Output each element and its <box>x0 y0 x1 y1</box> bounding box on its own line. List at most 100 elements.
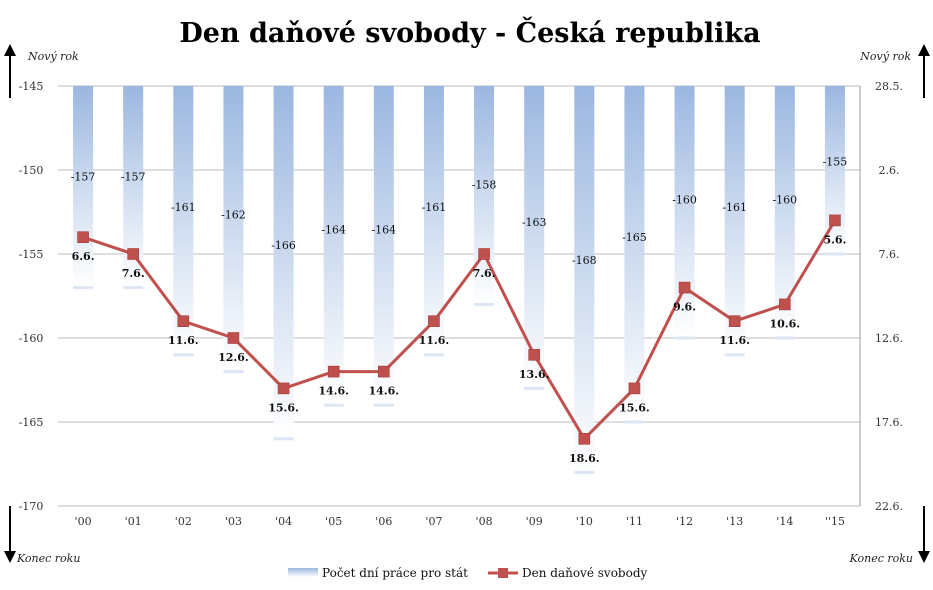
y2-tick-label: 2.6. <box>879 164 900 177</box>
bar-value-label: -157 <box>121 171 146 184</box>
line-point-label: 11.6. <box>719 334 750 347</box>
bar-reflection <box>824 252 845 256</box>
line-point <box>428 315 440 328</box>
y-tick-label: -165 <box>19 416 44 429</box>
legend-line-marker <box>498 568 508 578</box>
bar <box>323 86 344 406</box>
x-tick-label: '13 <box>726 515 743 528</box>
bar-value-label: -157 <box>71 171 96 184</box>
line-point-label: 9.6. <box>673 301 696 314</box>
x-tick-label: ''15 <box>825 515 845 528</box>
x-tick-label: '02 <box>175 515 192 528</box>
bars: -157 -157 -161 -162 -166 -164 -164 -161 -158 -163… <box>71 86 848 474</box>
line-point-label: 15.6. <box>619 401 650 414</box>
bottom-right-annotation: Konec roku <box>849 552 913 565</box>
bar-reflection <box>624 420 645 424</box>
y2-tick-label: 17.6. <box>875 416 903 429</box>
bar-value-label: -164 <box>321 224 346 237</box>
bar-reflection <box>524 386 545 390</box>
x-tick-label: '01 <box>125 515 142 528</box>
line-point-label: 18.6. <box>569 452 600 465</box>
bar <box>824 86 845 254</box>
x-tick-label: '11 <box>626 515 643 528</box>
x-tick-label: '14 <box>776 515 793 528</box>
bottom-left-annotation: Konec roku <box>16 552 80 565</box>
line-point-label: 12.6. <box>218 351 249 364</box>
up-arrow-left-icon <box>4 44 16 98</box>
line-point <box>177 315 190 328</box>
bar-value-label: -165 <box>622 231 647 244</box>
bar-value-label: -168 <box>572 254 597 267</box>
line-point <box>728 315 741 328</box>
line-point <box>127 248 139 260</box>
bar-value-label: -160 <box>772 193 797 206</box>
bar-reflection <box>373 403 394 407</box>
bar <box>724 86 745 355</box>
axes: -145 28.5. -150 2.6. -155 7.6. -160 12.6. -165 17… <box>19 80 903 528</box>
line-point <box>227 332 240 344</box>
line-point-label: 11.6. <box>168 334 199 347</box>
down-arrow-right-icon <box>918 506 930 563</box>
line-point <box>478 248 490 260</box>
bar <box>273 86 294 439</box>
line-point <box>578 432 591 445</box>
line-point-label: 14.6. <box>369 385 400 398</box>
line-point <box>628 382 641 395</box>
y-tick-label: -160 <box>19 332 44 345</box>
bar <box>624 86 645 422</box>
bar-reflection <box>774 336 795 340</box>
bar-reflection <box>73 286 94 290</box>
bar-value-label: -161 <box>422 201 447 214</box>
bar-reflection <box>674 336 695 340</box>
x-tick-label: '05 <box>325 515 342 528</box>
line-point-label: 14.6. <box>318 385 349 398</box>
bar <box>223 86 244 372</box>
y2-tick-label: 7.6. <box>879 248 900 261</box>
line-point-label: 7.6. <box>122 267 145 280</box>
bar-value-label: -163 <box>522 216 547 229</box>
line-point <box>678 281 691 294</box>
bar <box>774 86 795 338</box>
bar-reflection <box>423 353 444 357</box>
bar-reflection <box>273 437 294 441</box>
chart-title: Den daňové svobody - Česká republika <box>179 15 760 49</box>
bar <box>674 86 695 338</box>
legend: Počet dní práce pro stát Den daňové svob… <box>288 566 648 580</box>
bar-value-label: -158 <box>472 178 497 191</box>
bar-value-label: -162 <box>221 209 246 222</box>
top-left-annotation: Nový rok <box>27 50 79 63</box>
bar-reflection <box>574 470 595 474</box>
line-point <box>277 382 290 395</box>
line-point-label: 13.6. <box>519 368 550 381</box>
line-point-label: 6.6. <box>72 250 95 263</box>
x-tick-label: '03 <box>225 515 242 528</box>
line-path <box>82 219 837 441</box>
bar-value-label: -160 <box>672 193 697 206</box>
y-tick-label: -150 <box>19 164 44 177</box>
x-tick-label: '10 <box>576 515 593 528</box>
y2-tick-label: 12.6. <box>875 332 903 345</box>
y2-tick-label: 28.5. <box>875 80 903 93</box>
line-point <box>829 214 841 227</box>
legend-bar-label: Počet dní práce pro stát <box>322 566 468 580</box>
bar-value-label: -155 <box>823 156 848 169</box>
bar <box>373 86 394 406</box>
legend-line-label: Den daňové svobody <box>522 566 648 580</box>
line-point <box>327 365 340 378</box>
y-tick-label: -170 <box>19 500 44 513</box>
bar <box>524 86 545 389</box>
line-point-label: 5.6. <box>823 233 846 246</box>
x-tick-label: '04 <box>275 515 292 528</box>
line-point-label: 10.6. <box>770 317 801 330</box>
down-arrow-left-icon <box>4 506 16 563</box>
bar-value-label: -161 <box>722 201 747 214</box>
line-point-label: 15.6. <box>268 401 299 414</box>
line-point <box>779 298 791 311</box>
bar-value-label: -161 <box>171 201 196 214</box>
x-tick-label: '00 <box>75 515 92 528</box>
bar <box>173 86 194 355</box>
line-point <box>528 348 540 361</box>
bar-reflection <box>223 370 244 374</box>
x-tick-label: '08 <box>476 515 493 528</box>
line-point-label: 11.6. <box>419 334 450 347</box>
